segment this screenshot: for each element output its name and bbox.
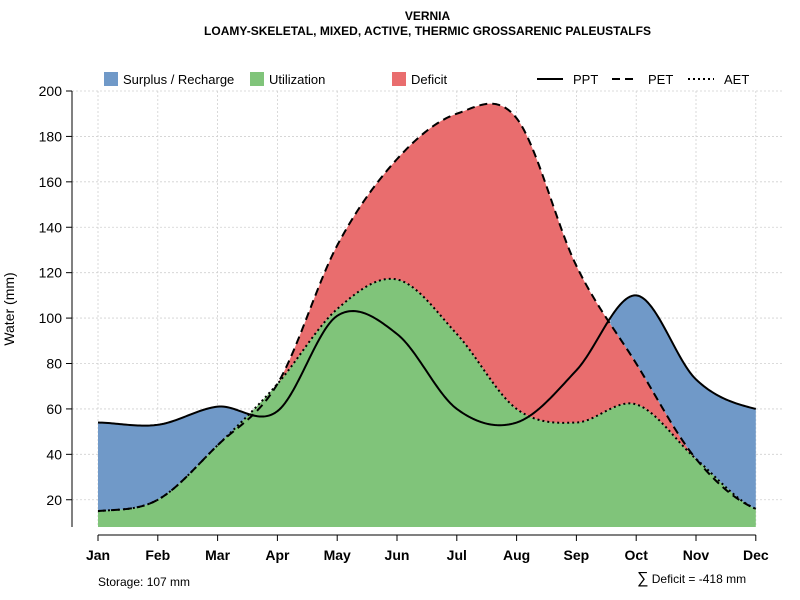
x-tick-label: May [324,547,351,563]
x-tick-label: Dec [743,547,769,563]
legend-swatch-utilization [250,72,264,86]
storage-note: Storage: 107 mm [98,575,191,589]
x-tick-label: Sep [564,547,590,563]
legend-label: Surplus / Recharge [123,72,234,87]
y-tick-label: 60 [46,401,62,417]
legend-label: PET [648,72,673,87]
y-tick-label: 120 [39,265,63,281]
legend-swatch-surplus-recharge [104,72,118,86]
surplus-area [610,295,756,509]
x-tick-label: Feb [145,547,170,563]
y-tick-label: 20 [46,492,62,508]
legend-label: Deficit [411,72,448,87]
legend-swatch-deficit [392,72,406,86]
y-tick-label: 100 [39,310,63,326]
y-tick-label: 160 [39,174,63,190]
deficit-note: ∑ Deficit = -418 mm [637,570,746,588]
y-tick-label: 200 [39,83,63,99]
x-tick-label: Apr [265,547,290,563]
chart-title: VERNIA [404,9,451,23]
legend-label: PPT [573,72,598,87]
x-tick-label: Jan [86,547,110,563]
y-axis-label: Water (mm) [1,272,17,345]
x-tick-label: Oct [625,547,649,563]
legend-label: Utilization [269,72,325,87]
y-tick-label: 40 [46,446,62,462]
utilization-area [98,278,756,527]
deficit-value: Deficit = -418 mm [651,572,747,586]
x-tick-label: Aug [503,547,530,563]
surplus-area [98,406,250,512]
y-tick-label: 180 [39,128,63,144]
x-tick-label: Jul [447,547,467,563]
x-tick-label: Jun [385,547,410,563]
deficit-area [279,103,696,459]
x-tick-label: Mar [205,547,230,563]
series-line-pet [97,102,757,513]
x-tick-label: Nov [683,547,710,563]
legend-label: AET [724,72,749,87]
chart-subtitle: LOAMY-SKELETAL, MIXED, ACTIVE, THERMIC G… [204,24,651,38]
series-line-aet [97,277,757,513]
sum-symbol: ∑ [637,570,649,587]
series-line-ppt [97,294,757,427]
y-tick-label: 80 [46,356,62,372]
y-tick-label: 140 [39,219,63,235]
